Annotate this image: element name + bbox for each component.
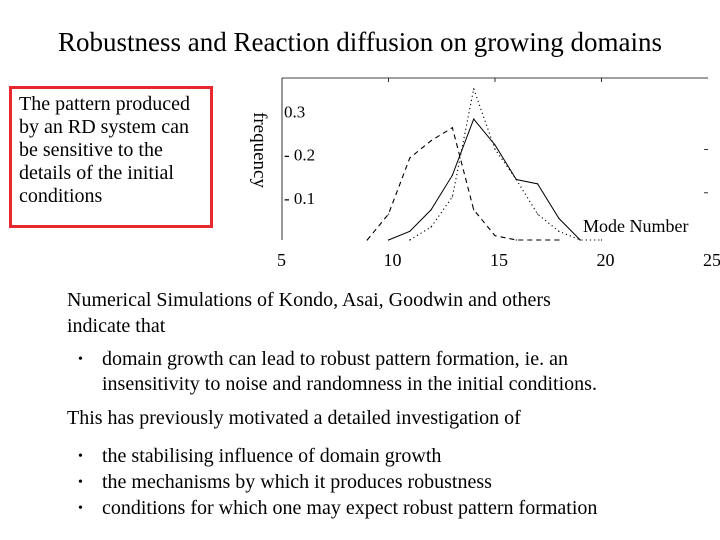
series-line-dashed bbox=[366, 126, 559, 241]
slide-title: Robustness and Reaction diffusion on gro… bbox=[58, 27, 662, 57]
bullet-dot: • bbox=[78, 449, 83, 464]
x-tick-label: 25 bbox=[703, 250, 720, 270]
data-point-dotted bbox=[537, 213, 539, 215]
bullet-dot: • bbox=[78, 501, 83, 516]
data-point-solid bbox=[430, 209, 432, 211]
data-point-dashed bbox=[366, 239, 368, 241]
data-point-solid bbox=[558, 217, 560, 219]
x-axis-label: Mode Number bbox=[583, 216, 688, 236]
intro-line-2: indicate that bbox=[67, 315, 166, 337]
data-point-dotted bbox=[579, 239, 581, 241]
bullet-dot: • bbox=[78, 475, 83, 490]
data-point-dashed bbox=[558, 239, 560, 241]
data-point-dashed bbox=[473, 209, 475, 211]
callout-line: details of the initial bbox=[19, 162, 174, 184]
data-point-dotted bbox=[494, 148, 496, 150]
callout-line: be sensitive to the bbox=[19, 139, 163, 161]
data-point-dashed bbox=[409, 157, 411, 159]
data-point-dashed bbox=[494, 235, 496, 237]
data-point-solid bbox=[387, 239, 390, 241]
intro-line-1: Numerical Simulations of Kondo, Asai, Go… bbox=[67, 289, 551, 311]
data-point-dashed bbox=[515, 239, 517, 241]
data-point-dashed bbox=[430, 140, 432, 142]
y-tick-label: 0.3 bbox=[284, 102, 305, 121]
data-point-solid bbox=[473, 118, 475, 120]
data-point-dashed bbox=[387, 213, 390, 215]
y-tick-label: - 0.2 bbox=[284, 146, 315, 165]
data-point-dotted bbox=[473, 88, 475, 90]
data-point-solid bbox=[494, 144, 496, 146]
series-line-solid bbox=[388, 118, 581, 241]
data-point-dotted bbox=[451, 196, 453, 198]
bullet-text: domain growth can lead to robust pattern… bbox=[102, 348, 568, 370]
y-axis-label-wrap: frequency bbox=[244, 95, 274, 205]
callout-line: The pattern produced bbox=[19, 93, 191, 115]
data-point-dashed bbox=[451, 127, 453, 129]
bullet-item: • conditions for which one may expect rob… bbox=[78, 495, 597, 522]
y-tick-label: - 0.1 bbox=[284, 189, 315, 208]
bullet-text: the mechanisms by which it produces robu… bbox=[102, 471, 492, 493]
data-point-solid bbox=[409, 230, 411, 232]
motivation-text: This has previously motivated a detailed… bbox=[67, 407, 521, 429]
callout-line: by an RD system can bbox=[19, 116, 189, 138]
x-tick-label: 20 bbox=[597, 250, 615, 270]
callout-box: The pattern produced by an RD system can… bbox=[9, 86, 213, 228]
frequency-chart: 0.3 - 0.2 - 0.1 5 10 15 20 25 Mode Number bbox=[277, 77, 720, 270]
bullet-text: conditions for which one may expect robu… bbox=[102, 497, 598, 519]
bullet-item: • the mechanisms by which it produces rob… bbox=[78, 469, 492, 496]
y-axis-label: frequency bbox=[249, 112, 270, 188]
data-point-solid bbox=[537, 183, 539, 185]
bullet-item: • domain growth can lead to robust patter… bbox=[78, 346, 568, 373]
data-point-dotted bbox=[600, 239, 603, 241]
series-line-dotted bbox=[409, 86, 602, 241]
x-tick-label: 5 bbox=[277, 250, 286, 270]
bullet-text: the stabilising influence of domain grow… bbox=[102, 445, 442, 467]
data-point-dashed bbox=[537, 239, 539, 241]
x-tick-label: 10 bbox=[384, 250, 402, 270]
callout-line: conditions bbox=[19, 185, 103, 207]
data-point-dotted bbox=[515, 178, 517, 181]
data-point-solid bbox=[451, 174, 453, 176]
bullet-item: • the stabilising influence of domain gro… bbox=[78, 443, 441, 470]
bullet-continuation: insensitivity to noise and randomness in… bbox=[102, 373, 597, 395]
data-point-dotted bbox=[558, 230, 560, 232]
x-tick-label: 15 bbox=[490, 250, 508, 270]
data-point-dotted bbox=[430, 226, 432, 228]
data-point-dotted bbox=[409, 239, 411, 241]
bullet-dot: • bbox=[78, 352, 83, 367]
